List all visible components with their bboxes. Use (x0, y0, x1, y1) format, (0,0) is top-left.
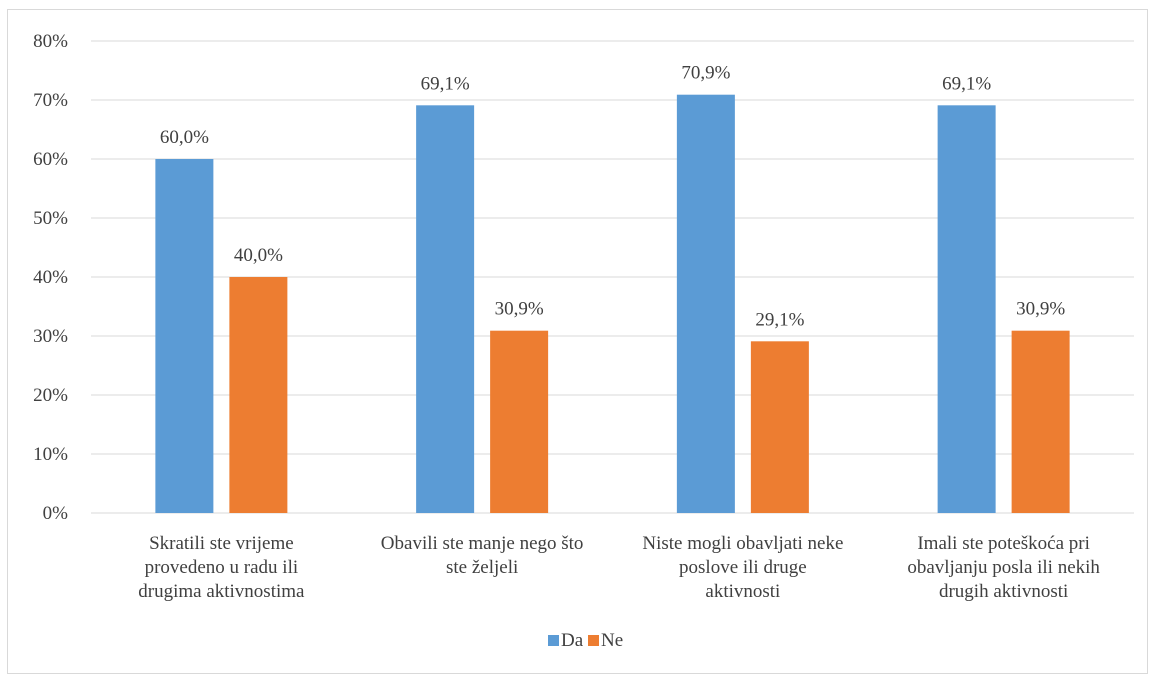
category-label: Imali ste poteškoća pri (917, 533, 1090, 554)
y-tick-label: 80% (33, 31, 68, 52)
category-label: obavljanju posla ili nekih (907, 557, 1100, 578)
legend-swatch-da (548, 635, 559, 646)
data-label: 60,0% (160, 127, 209, 148)
data-label: 30,9% (1016, 299, 1065, 320)
data-label: 70,9% (681, 63, 730, 84)
bar-da (416, 105, 475, 513)
category-label: drugih aktivnosti (939, 581, 1068, 602)
y-tick-label: 30% (33, 326, 68, 347)
data-label: 69,1% (942, 73, 991, 94)
y-tick-label: 50% (33, 208, 68, 229)
y-tick-label: 10% (33, 444, 68, 465)
data-label: 40,0% (234, 245, 283, 266)
bar-da (676, 94, 735, 513)
category-label: ste željeli (446, 557, 518, 578)
bar-ne (229, 277, 288, 513)
legend-swatch-ne (588, 635, 599, 646)
legend-label-da: Da (561, 630, 584, 651)
category-label: Niste mogli obavljati neke (642, 533, 843, 554)
data-label: 29,1% (755, 309, 804, 330)
bar-ne (750, 341, 809, 513)
category-label: drugima aktivnostima (138, 581, 305, 602)
y-tick-label: 40% (33, 267, 68, 288)
category-label: provedeno u radu ili (145, 557, 299, 578)
y-tick-label: 70% (33, 90, 68, 111)
y-tick-label: 60% (33, 149, 68, 170)
bar-ne (490, 330, 549, 513)
category-label: poslove ili druge (679, 557, 807, 578)
y-tick-label: 0% (43, 503, 69, 524)
category-label: aktivnosti (705, 581, 780, 602)
data-label: 30,9% (495, 299, 544, 320)
data-label: 69,1% (421, 73, 470, 94)
bar-da (937, 105, 996, 513)
legend-label-ne: Ne (601, 630, 623, 651)
category-label: Skratili ste vrijeme (149, 533, 294, 554)
category-label: Obavili ste manje nego što (381, 533, 584, 554)
y-tick-label: 20% (33, 385, 68, 406)
bar-da (155, 159, 214, 513)
bar-ne (1011, 330, 1070, 513)
